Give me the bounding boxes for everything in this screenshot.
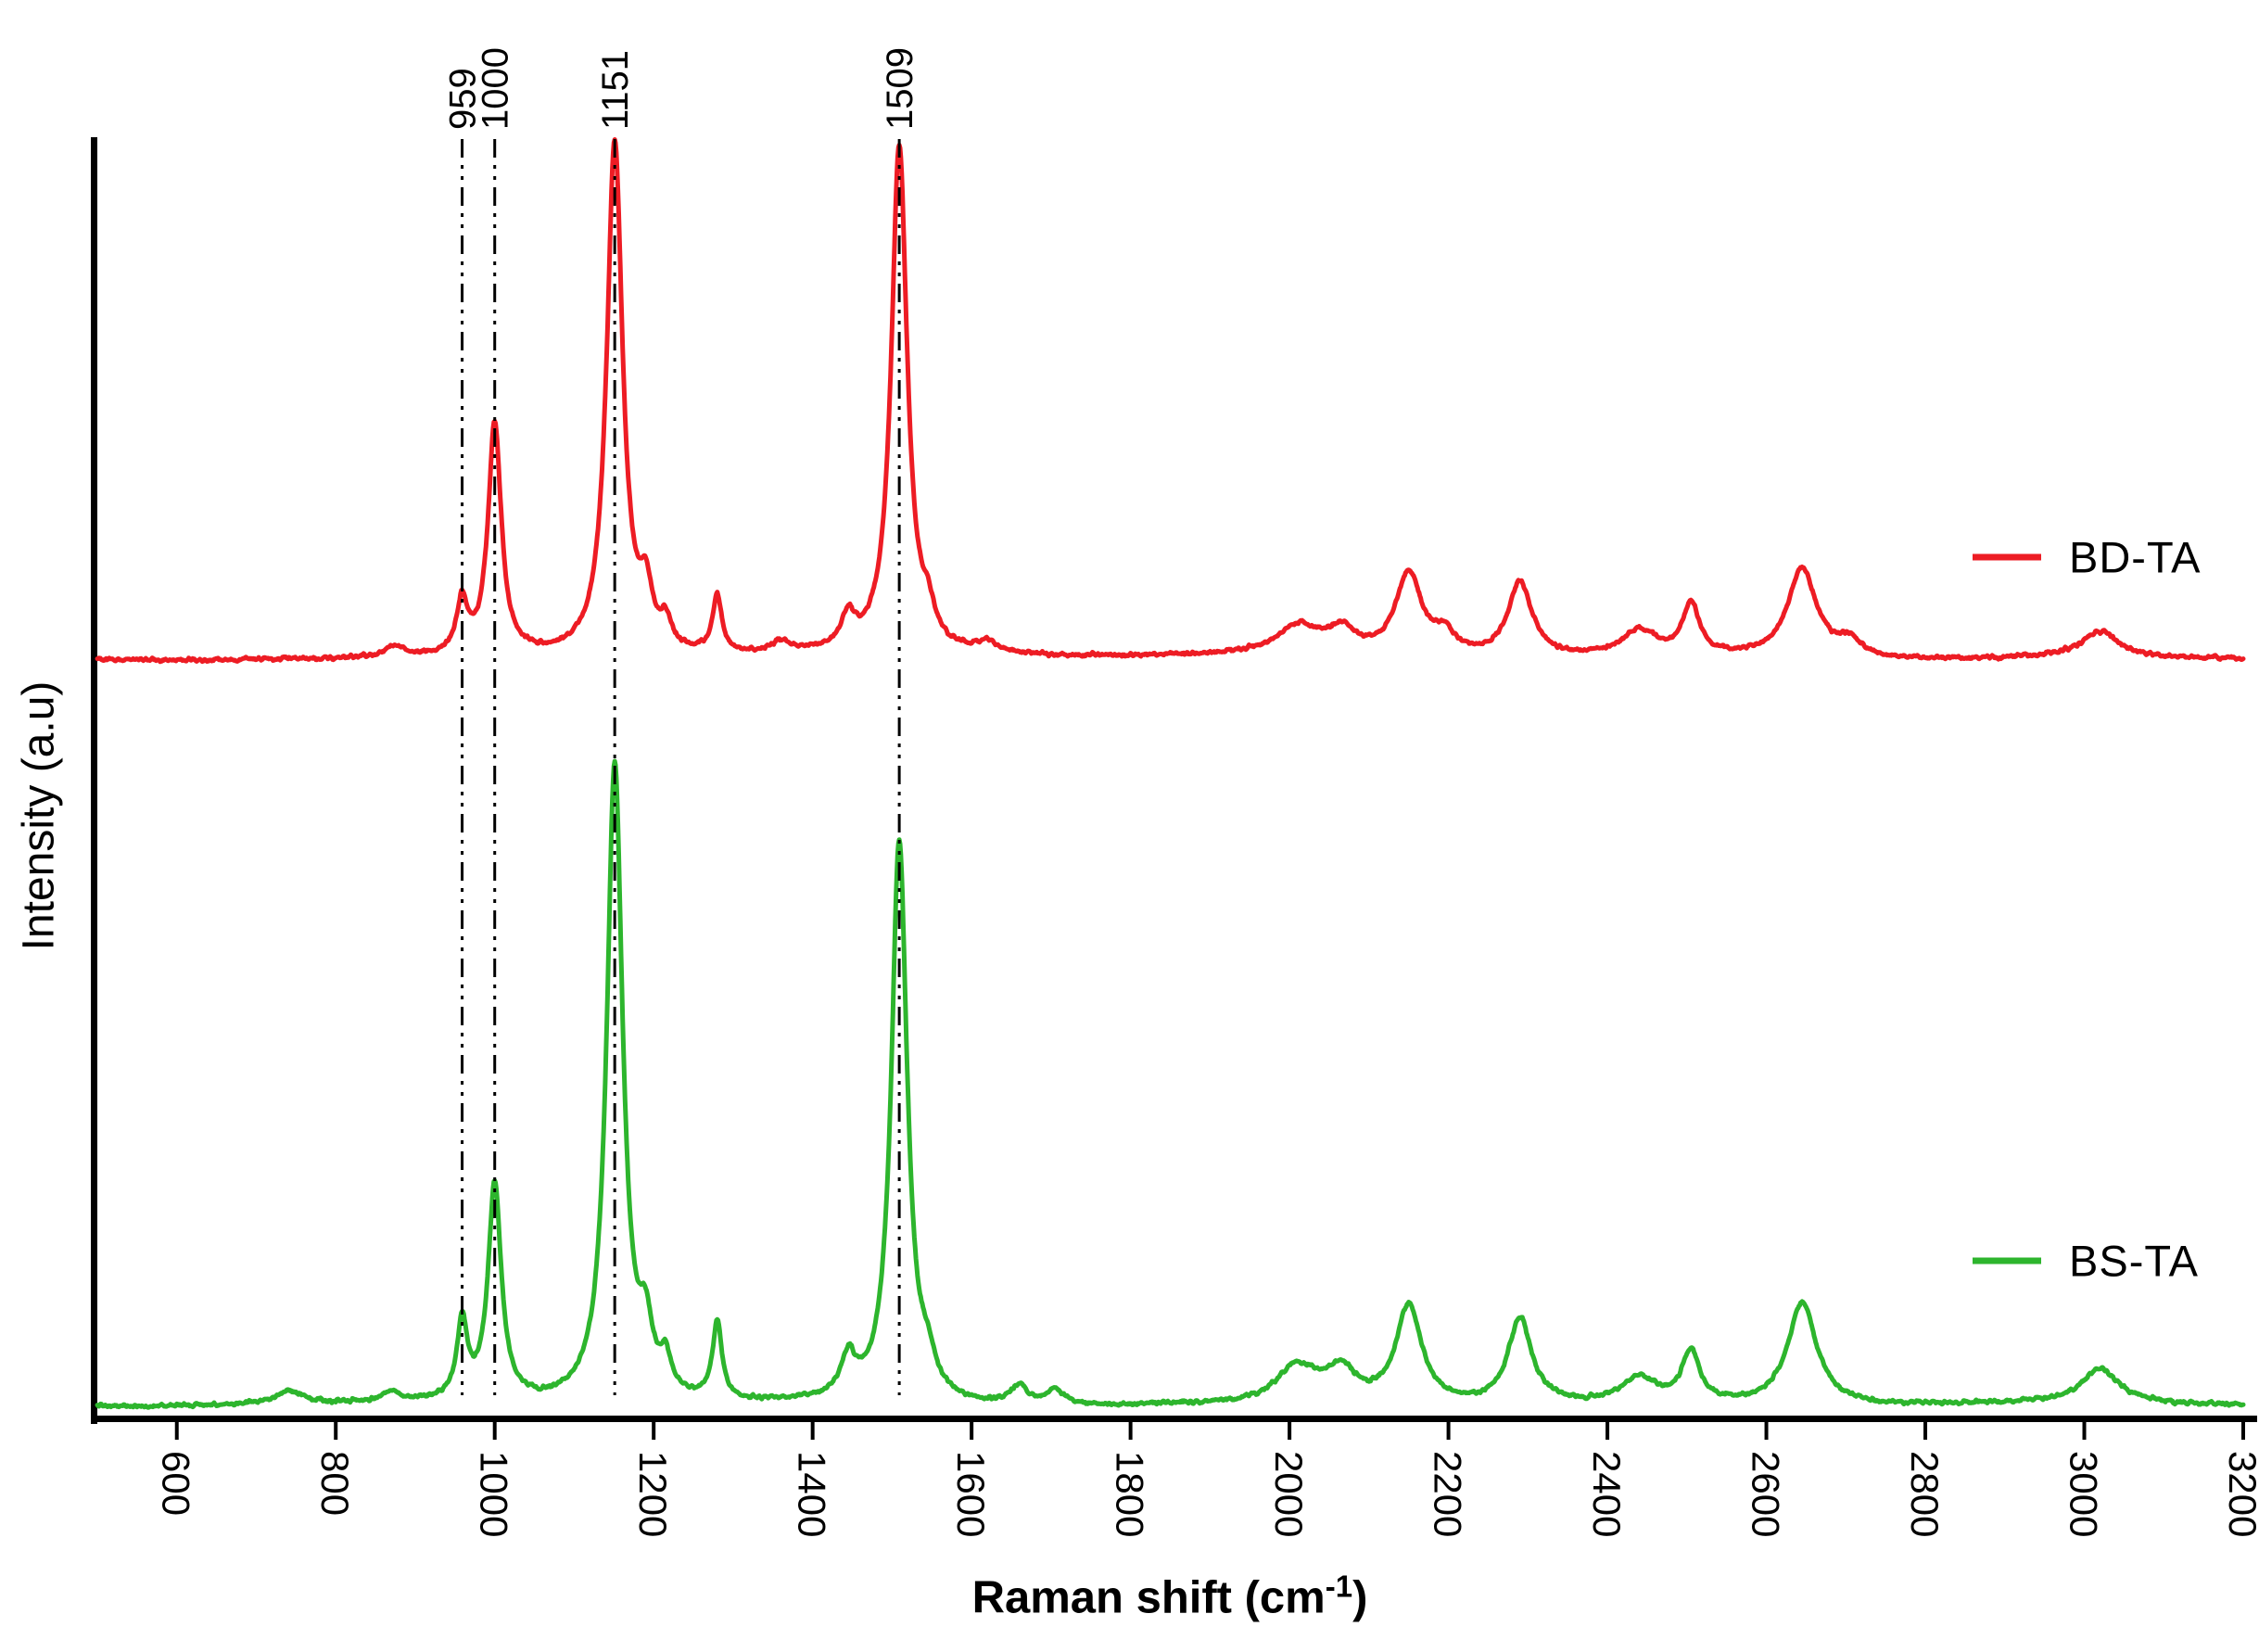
legend-label-bs-ta: BS-TA bbox=[2069, 1236, 2199, 1286]
x-axis-title-text: Raman shift (cm bbox=[971, 1572, 1326, 1623]
peak-label-1000: 1000 bbox=[476, 47, 516, 130]
x-axis-title: Raman shift (cm-1) bbox=[972, 1569, 1368, 1623]
legend-swatch-bd-ta bbox=[1973, 553, 2041, 561]
x-axis-title-superscript: -1 bbox=[1325, 1569, 1353, 1604]
x-tick-label-1600: 1600 bbox=[949, 1451, 993, 1537]
legend-label-bd-ta: BD-TA bbox=[2069, 532, 2202, 582]
peak-label-1151: 1151 bbox=[595, 50, 636, 130]
x-tick-1200 bbox=[652, 1422, 656, 1440]
x-tick-label-2400: 2400 bbox=[1585, 1451, 1629, 1537]
x-tick-label-600: 600 bbox=[155, 1451, 198, 1516]
legend-swatch-bs-ta bbox=[1973, 1257, 2041, 1264]
x-tick-800 bbox=[334, 1422, 338, 1440]
x-tick-1000 bbox=[492, 1422, 497, 1440]
x-tick-label-1200: 1200 bbox=[631, 1451, 675, 1537]
x-tick-1800 bbox=[1128, 1422, 1133, 1440]
x-tick-2400 bbox=[1605, 1422, 1610, 1440]
x-tick-2600 bbox=[1764, 1422, 1769, 1440]
x-tick-label-800: 800 bbox=[313, 1451, 357, 1516]
trace-bd-ta bbox=[95, 137, 2246, 665]
x-tick-3000 bbox=[2082, 1422, 2087, 1440]
x-tick-label-2800: 2800 bbox=[1903, 1451, 1947, 1537]
x-tick-2800 bbox=[1923, 1422, 1928, 1440]
legend-item-bs-ta: BS-TA bbox=[1973, 1236, 2199, 1287]
x-tick-3200 bbox=[2241, 1422, 2245, 1440]
x-tick-2200 bbox=[1446, 1422, 1451, 1440]
peak-label-1509: 1509 bbox=[880, 47, 920, 130]
x-tick-label-2000: 2000 bbox=[1267, 1451, 1311, 1537]
trace-bs-ta bbox=[95, 758, 2246, 1410]
x-tick-label-1800: 1800 bbox=[1109, 1451, 1152, 1537]
x-tick-600 bbox=[174, 1422, 179, 1440]
x-axis-title-close: ) bbox=[1352, 1572, 1368, 1623]
x-tick-2000 bbox=[1288, 1422, 1292, 1440]
x-tick-label-1000: 1000 bbox=[473, 1451, 516, 1537]
x-tick-label-2600: 2600 bbox=[1745, 1451, 1788, 1537]
x-axis-spine bbox=[91, 1416, 2257, 1422]
x-tick-label-1400: 1400 bbox=[791, 1451, 834, 1537]
x-tick-1400 bbox=[810, 1422, 815, 1440]
peak-label-959: 959 bbox=[443, 68, 484, 130]
legend-item-bd-ta: BD-TA bbox=[1973, 532, 2202, 583]
x-tick-label-2200: 2200 bbox=[1427, 1451, 1470, 1537]
x-tick-1600 bbox=[970, 1422, 974, 1440]
x-tick-label-3200: 3200 bbox=[2221, 1451, 2259, 1537]
x-tick-label-3000: 3000 bbox=[2062, 1451, 2106, 1537]
y-axis-title: Intensity (a.u) bbox=[14, 680, 64, 951]
y-axis-spine bbox=[91, 137, 97, 1424]
